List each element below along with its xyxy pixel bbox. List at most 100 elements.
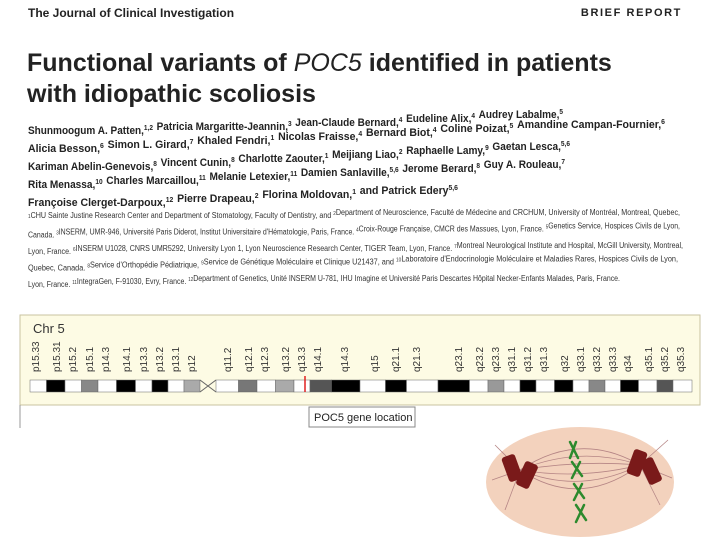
author-affiliation: 4 xyxy=(358,130,362,138)
author-affiliation: 1 xyxy=(325,152,329,160)
section-label: BRIEF REPORT xyxy=(581,7,682,19)
band xyxy=(167,379,185,393)
band xyxy=(29,379,47,393)
author-affiliation: 9 xyxy=(485,144,489,152)
author-affiliation: 2 xyxy=(255,192,259,200)
band xyxy=(151,379,169,393)
affiliation-text: Montreal Neurological Institute and Hosp… xyxy=(457,241,683,250)
band xyxy=(487,379,505,393)
author-name: Nicolas Fraisse, xyxy=(278,131,358,143)
author-affiliation: 1,2 xyxy=(144,124,153,132)
band-label: q13.3 xyxy=(297,347,308,372)
author-name: Jerome Berard, xyxy=(402,163,476,175)
author-name: Rita Menassa, xyxy=(28,179,95,191)
tooltip-box xyxy=(308,406,416,428)
band-label: q21.3 xyxy=(412,347,423,372)
title-line: with idiopathic scoliosis xyxy=(26,80,316,108)
band-labels: p15.33 p15.31 p15.2 p15.1 p14.3 p14.1 p13.3 p13… xyxy=(31,341,687,372)
affiliation-number: 5 xyxy=(546,225,549,231)
author-name: Pierre Drapeau, xyxy=(177,193,255,205)
band xyxy=(331,379,361,393)
band xyxy=(81,379,99,393)
affiliation-text: Department of Genetics, Unité INSERM U-7… xyxy=(193,274,620,283)
band-label: q31.2 xyxy=(523,347,534,372)
author-name: Amandine Campan-Fournier, xyxy=(517,119,661,131)
band xyxy=(588,379,606,393)
centrosomes xyxy=(501,449,662,489)
band xyxy=(503,379,521,393)
author-name: Melanie Letexier, xyxy=(209,171,290,183)
authors: Shunmoogum A. Patten,1,2 Patricia Margari… xyxy=(28,108,665,209)
band-label: q15 xyxy=(370,355,381,372)
band-label: q13.2 xyxy=(281,347,292,372)
band xyxy=(46,379,66,393)
author-name: Vincent Cunin, xyxy=(161,157,231,169)
author-affiliation: 8 xyxy=(153,160,157,168)
band-label: p13.3 xyxy=(139,347,150,372)
author-affiliation: 1 xyxy=(352,188,356,196)
author-affiliation: 11 xyxy=(290,170,297,178)
author-line: Françoise Clerget-Darpoux, 1 2 Pierre Drape… xyxy=(28,184,458,209)
author-name: Alicia Besson, xyxy=(28,143,100,155)
author-name: Meijiang Liao, xyxy=(332,149,399,161)
author-name: Eudeline Alix, xyxy=(406,113,471,125)
affiliation-number: 6 xyxy=(73,247,76,253)
band xyxy=(620,379,639,393)
affiliation-text: Department of Neuroscience, Faculté de M… xyxy=(336,208,680,217)
author-affiliation: 11 xyxy=(199,174,206,182)
band-label: p15.31 xyxy=(52,341,63,372)
band xyxy=(604,379,621,393)
author-affiliation: 1 xyxy=(270,134,274,142)
author-name: Simon L. Girard, xyxy=(108,139,190,151)
author-affiliation: 7 xyxy=(190,138,194,146)
author-affiliation: 6 xyxy=(100,142,104,150)
author-name: Charles Marcaillou, xyxy=(106,175,199,187)
affiliation-number: 10 xyxy=(396,258,401,264)
band xyxy=(572,379,590,393)
author-name: Raphaelle Lamy, xyxy=(406,145,485,157)
author-affiliation: 10 xyxy=(95,178,102,186)
band xyxy=(437,379,470,393)
author-affiliation: 4 xyxy=(471,112,475,120)
author-line: Alicia Besson,6 Simon L. Girard,7 Khaled F… xyxy=(28,118,665,155)
affiliation-text: Service d'Orthopédie Pédiatrique, xyxy=(90,261,201,270)
affiliation-text: INSERM U1028, CNRS UMR5292, University L… xyxy=(76,244,455,253)
author-affiliation: 3 xyxy=(288,120,292,128)
band xyxy=(656,379,674,393)
tooltip-text: POC5 gene location xyxy=(314,412,412,424)
affiliations: 1CHU Sainte Justine Research Center and … xyxy=(28,208,683,289)
affiliation-text: Lyon, France. xyxy=(28,247,73,256)
author-line: Shunmoogum A. Patten,1,2 Patricia Margari… xyxy=(28,108,563,137)
band xyxy=(309,379,332,393)
band xyxy=(469,379,489,393)
centromere xyxy=(199,379,217,393)
author-affiliation: 5,6 xyxy=(561,140,570,148)
affiliation-number: 7 xyxy=(454,244,457,250)
title-text: identified in patients xyxy=(362,49,612,77)
author-name: Patricia Margaritte-Jeannin, xyxy=(157,121,288,133)
band-label: q35.1 xyxy=(644,347,655,372)
title-text: Functional variants of xyxy=(27,49,294,77)
band-label: q34 xyxy=(623,355,634,372)
author-affiliation: 4 xyxy=(399,116,403,124)
author-name: Françoise Clerget-Darpoux, xyxy=(28,197,166,209)
band-label: p12 xyxy=(187,355,198,372)
band-label: q31.1 xyxy=(507,347,518,372)
author-line: Rita Menassa,10 Charles Marcaillou,11 Mela… xyxy=(28,158,565,191)
author-affiliation: 4 xyxy=(433,126,437,134)
band-label: q33.3 xyxy=(608,347,619,372)
author-affiliation: 5,6 xyxy=(449,184,459,192)
author-name: Florina Moldovan, xyxy=(262,189,352,201)
author-name: Bernard Biot, xyxy=(366,127,433,139)
band-label: q14.1 xyxy=(313,347,324,372)
band xyxy=(672,379,693,393)
affiliation-number: 8 xyxy=(87,264,90,270)
author-affiliation: 5 xyxy=(559,108,563,116)
ideogram xyxy=(29,379,693,393)
author-affiliation: 8 xyxy=(231,156,235,164)
affiliation-line: 1CHU Sainte Justine Research Center and … xyxy=(28,208,680,220)
band xyxy=(135,379,153,393)
author-name: Jean-Claude Bernard, xyxy=(295,117,399,129)
title-gene: POC5 xyxy=(294,49,362,77)
